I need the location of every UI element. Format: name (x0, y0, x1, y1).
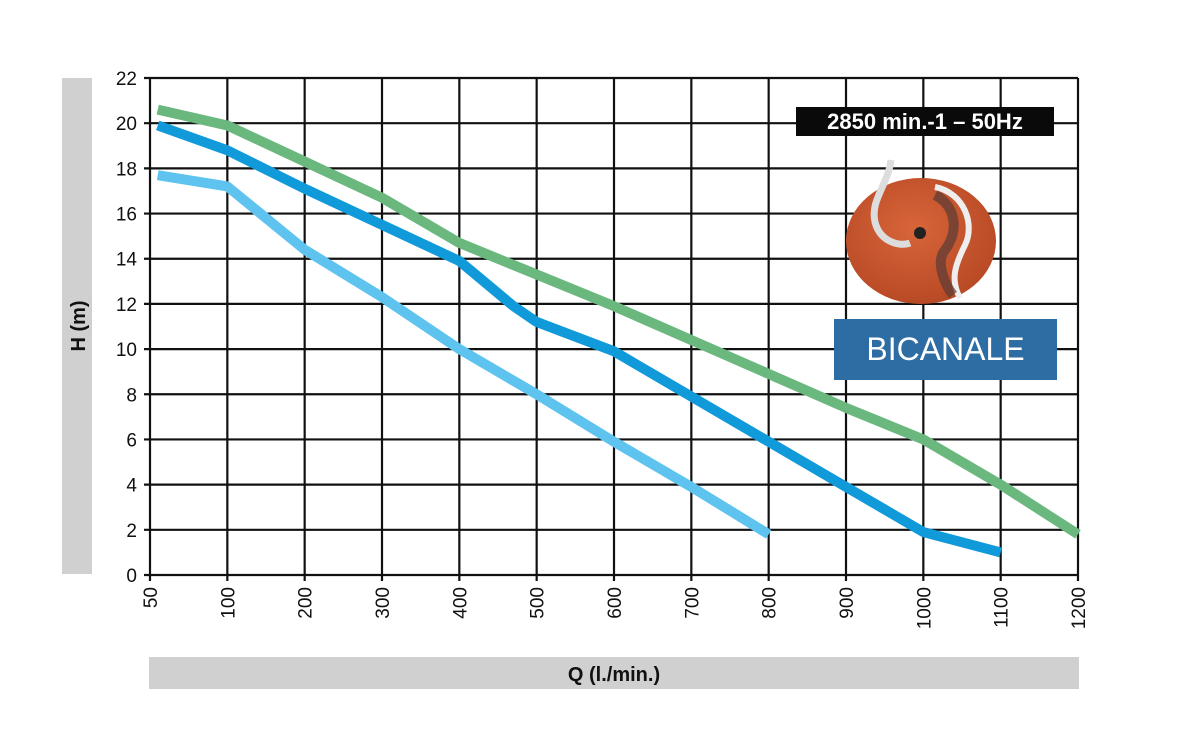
y-axis-label: H (m) (68, 300, 90, 351)
x-tick-label: 300 (373, 587, 394, 619)
x-tick-label: 400 (450, 587, 471, 619)
x-tick-label: 600 (605, 587, 626, 619)
x-tick-label: 800 (760, 587, 781, 619)
y-axis-label-bar (62, 78, 92, 574)
curve-green (156, 104, 1081, 539)
y-tick-label: 14 (116, 250, 138, 271)
impeller-type-label: BICANALE (834, 319, 1057, 380)
y-tick-label: 8 (126, 385, 137, 406)
x-tick-label: 900 (837, 587, 858, 619)
x-tick-label: 200 (296, 587, 317, 619)
curve-lightblue (156, 170, 772, 539)
series-lines (156, 104, 1081, 558)
y-tick-label: 6 (126, 430, 137, 451)
x-tick-label: 1200 (1069, 587, 1090, 629)
y-tick-label: 2 (126, 521, 137, 542)
x-tick-label: 100 (218, 587, 239, 619)
y-tick-label: 20 (116, 114, 137, 135)
x-axis-label-bar (149, 657, 1079, 689)
curve-blue (156, 120, 1002, 558)
y-tick-label: 18 (116, 159, 137, 180)
ticks: 50 100 200 300 400 500 600 700 800 900 1000 1100 120… (116, 69, 1090, 629)
y-tick-label: 12 (116, 295, 137, 316)
x-axis-label: Q (l./min.) (568, 664, 660, 686)
y-tick-label: 22 (116, 69, 137, 90)
x-tick-label: 1100 (992, 587, 1013, 628)
y-tick-label: 16 (116, 205, 137, 226)
x-tick-label: 500 (528, 587, 549, 619)
y-tick-label: 0 (126, 566, 137, 587)
x-tick-label: 700 (682, 587, 703, 619)
x-tick-label: 1000 (914, 587, 935, 629)
y-tick-label: 4 (126, 476, 137, 497)
speed-label: 2850 min.-1 – 50Hz (796, 107, 1054, 136)
x-tick-label: 50 (141, 587, 162, 608)
impeller-image (846, 159, 996, 304)
y-tick-label: 10 (116, 340, 137, 361)
